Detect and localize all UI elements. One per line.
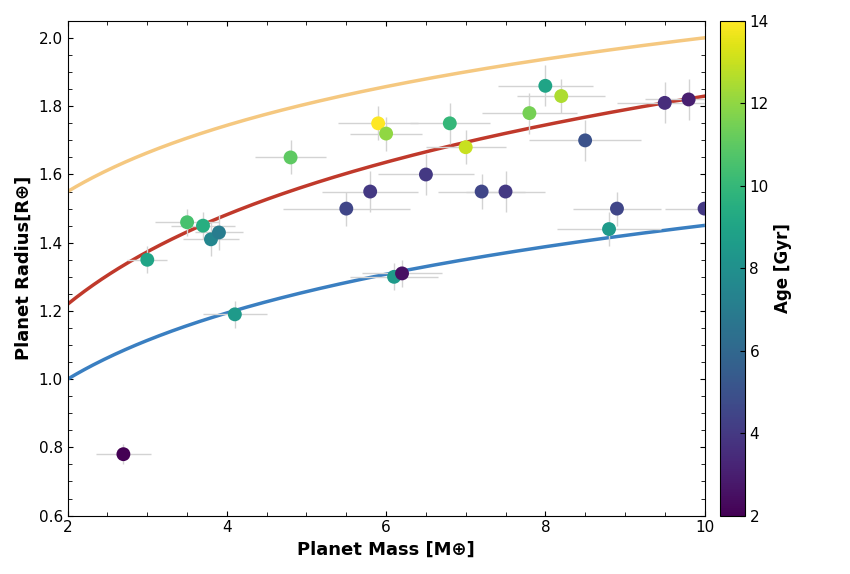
Point — [339, 204, 353, 213]
Point — [419, 170, 433, 179]
X-axis label: Planet Mass [M⊕]: Planet Mass [M⊕] — [298, 541, 475, 559]
Point — [204, 235, 218, 244]
Point — [523, 108, 536, 118]
Point — [499, 187, 513, 196]
Point — [140, 255, 154, 265]
Point — [180, 218, 194, 227]
Point — [196, 221, 210, 230]
Point — [395, 269, 409, 278]
Point — [602, 224, 615, 234]
Point — [371, 119, 385, 128]
Point — [379, 129, 393, 138]
Point — [459, 142, 473, 152]
Point — [658, 98, 672, 107]
Point — [364, 187, 377, 196]
Point — [228, 310, 241, 319]
Point — [698, 204, 711, 213]
Point — [539, 81, 552, 90]
Point — [388, 272, 401, 281]
Point — [578, 136, 592, 145]
Point — [116, 449, 130, 459]
Point — [610, 204, 624, 213]
Point — [284, 153, 298, 162]
Point — [443, 119, 456, 128]
Point — [554, 91, 568, 100]
Y-axis label: Age [Gyr]: Age [Gyr] — [774, 223, 792, 313]
Point — [682, 95, 695, 104]
Y-axis label: Planet Radius[R⊕]: Planet Radius[R⊕] — [15, 176, 33, 360]
Point — [475, 187, 489, 196]
Point — [212, 228, 226, 237]
